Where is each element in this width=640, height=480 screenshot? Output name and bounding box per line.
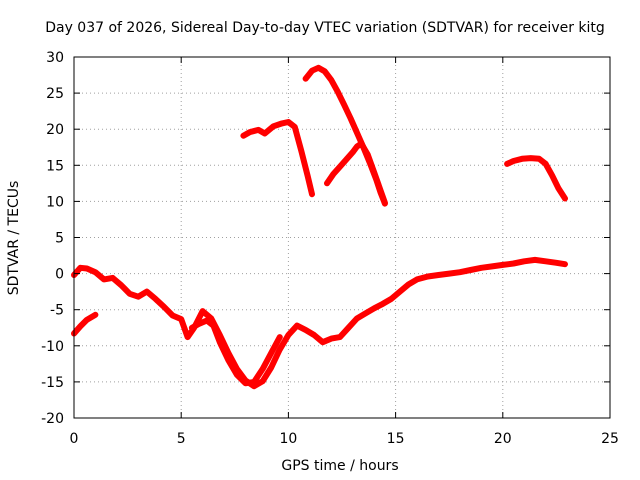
y-tick-label: 10 bbox=[46, 194, 64, 210]
y-tick-label: 30 bbox=[46, 50, 64, 66]
x-tick-label: 15 bbox=[387, 431, 405, 447]
y-tick-label: -10 bbox=[41, 339, 64, 355]
x-tick-label: 0 bbox=[70, 431, 79, 447]
y-tick-label: 15 bbox=[46, 158, 64, 174]
x-tick-label: 5 bbox=[177, 431, 186, 447]
series-arc-4 bbox=[302, 64, 388, 207]
tick-labels: 0 5 10 15 20 25 -20 -15 -10 -5 0 5 10 15 20 25 30 bbox=[41, 50, 619, 447]
y-axis-label: SDTVAR / TECUs bbox=[6, 181, 22, 296]
y-tick-label: 5 bbox=[55, 231, 64, 247]
y-tick-label: -15 bbox=[41, 375, 64, 391]
y-tick-label: 0 bbox=[55, 267, 64, 283]
x-axis-label: GPS time / hours bbox=[281, 458, 398, 474]
y-tick-label: -20 bbox=[41, 411, 64, 427]
series-arc-1 bbox=[71, 311, 99, 337]
x-tick-label: 25 bbox=[601, 431, 619, 447]
series-arc-2 bbox=[71, 256, 568, 390]
chart-title: Day 037 of 2026, Sidereal Day-to-day VTE… bbox=[45, 20, 605, 36]
x-tick-label: 20 bbox=[494, 431, 512, 447]
series-arc-6 bbox=[504, 155, 568, 202]
series-arc-5 bbox=[324, 140, 388, 206]
axis-ticks bbox=[73, 56, 611, 419]
series-arc-2b bbox=[188, 317, 283, 387]
series-arc-3 bbox=[240, 119, 315, 198]
y-tick-label: 20 bbox=[46, 122, 64, 138]
grid-lines bbox=[74, 57, 610, 418]
data-series-layer bbox=[71, 64, 568, 390]
x-tick-label: 10 bbox=[279, 431, 297, 447]
y-tick-label: 25 bbox=[46, 86, 64, 102]
y-tick-label: -5 bbox=[50, 303, 64, 319]
